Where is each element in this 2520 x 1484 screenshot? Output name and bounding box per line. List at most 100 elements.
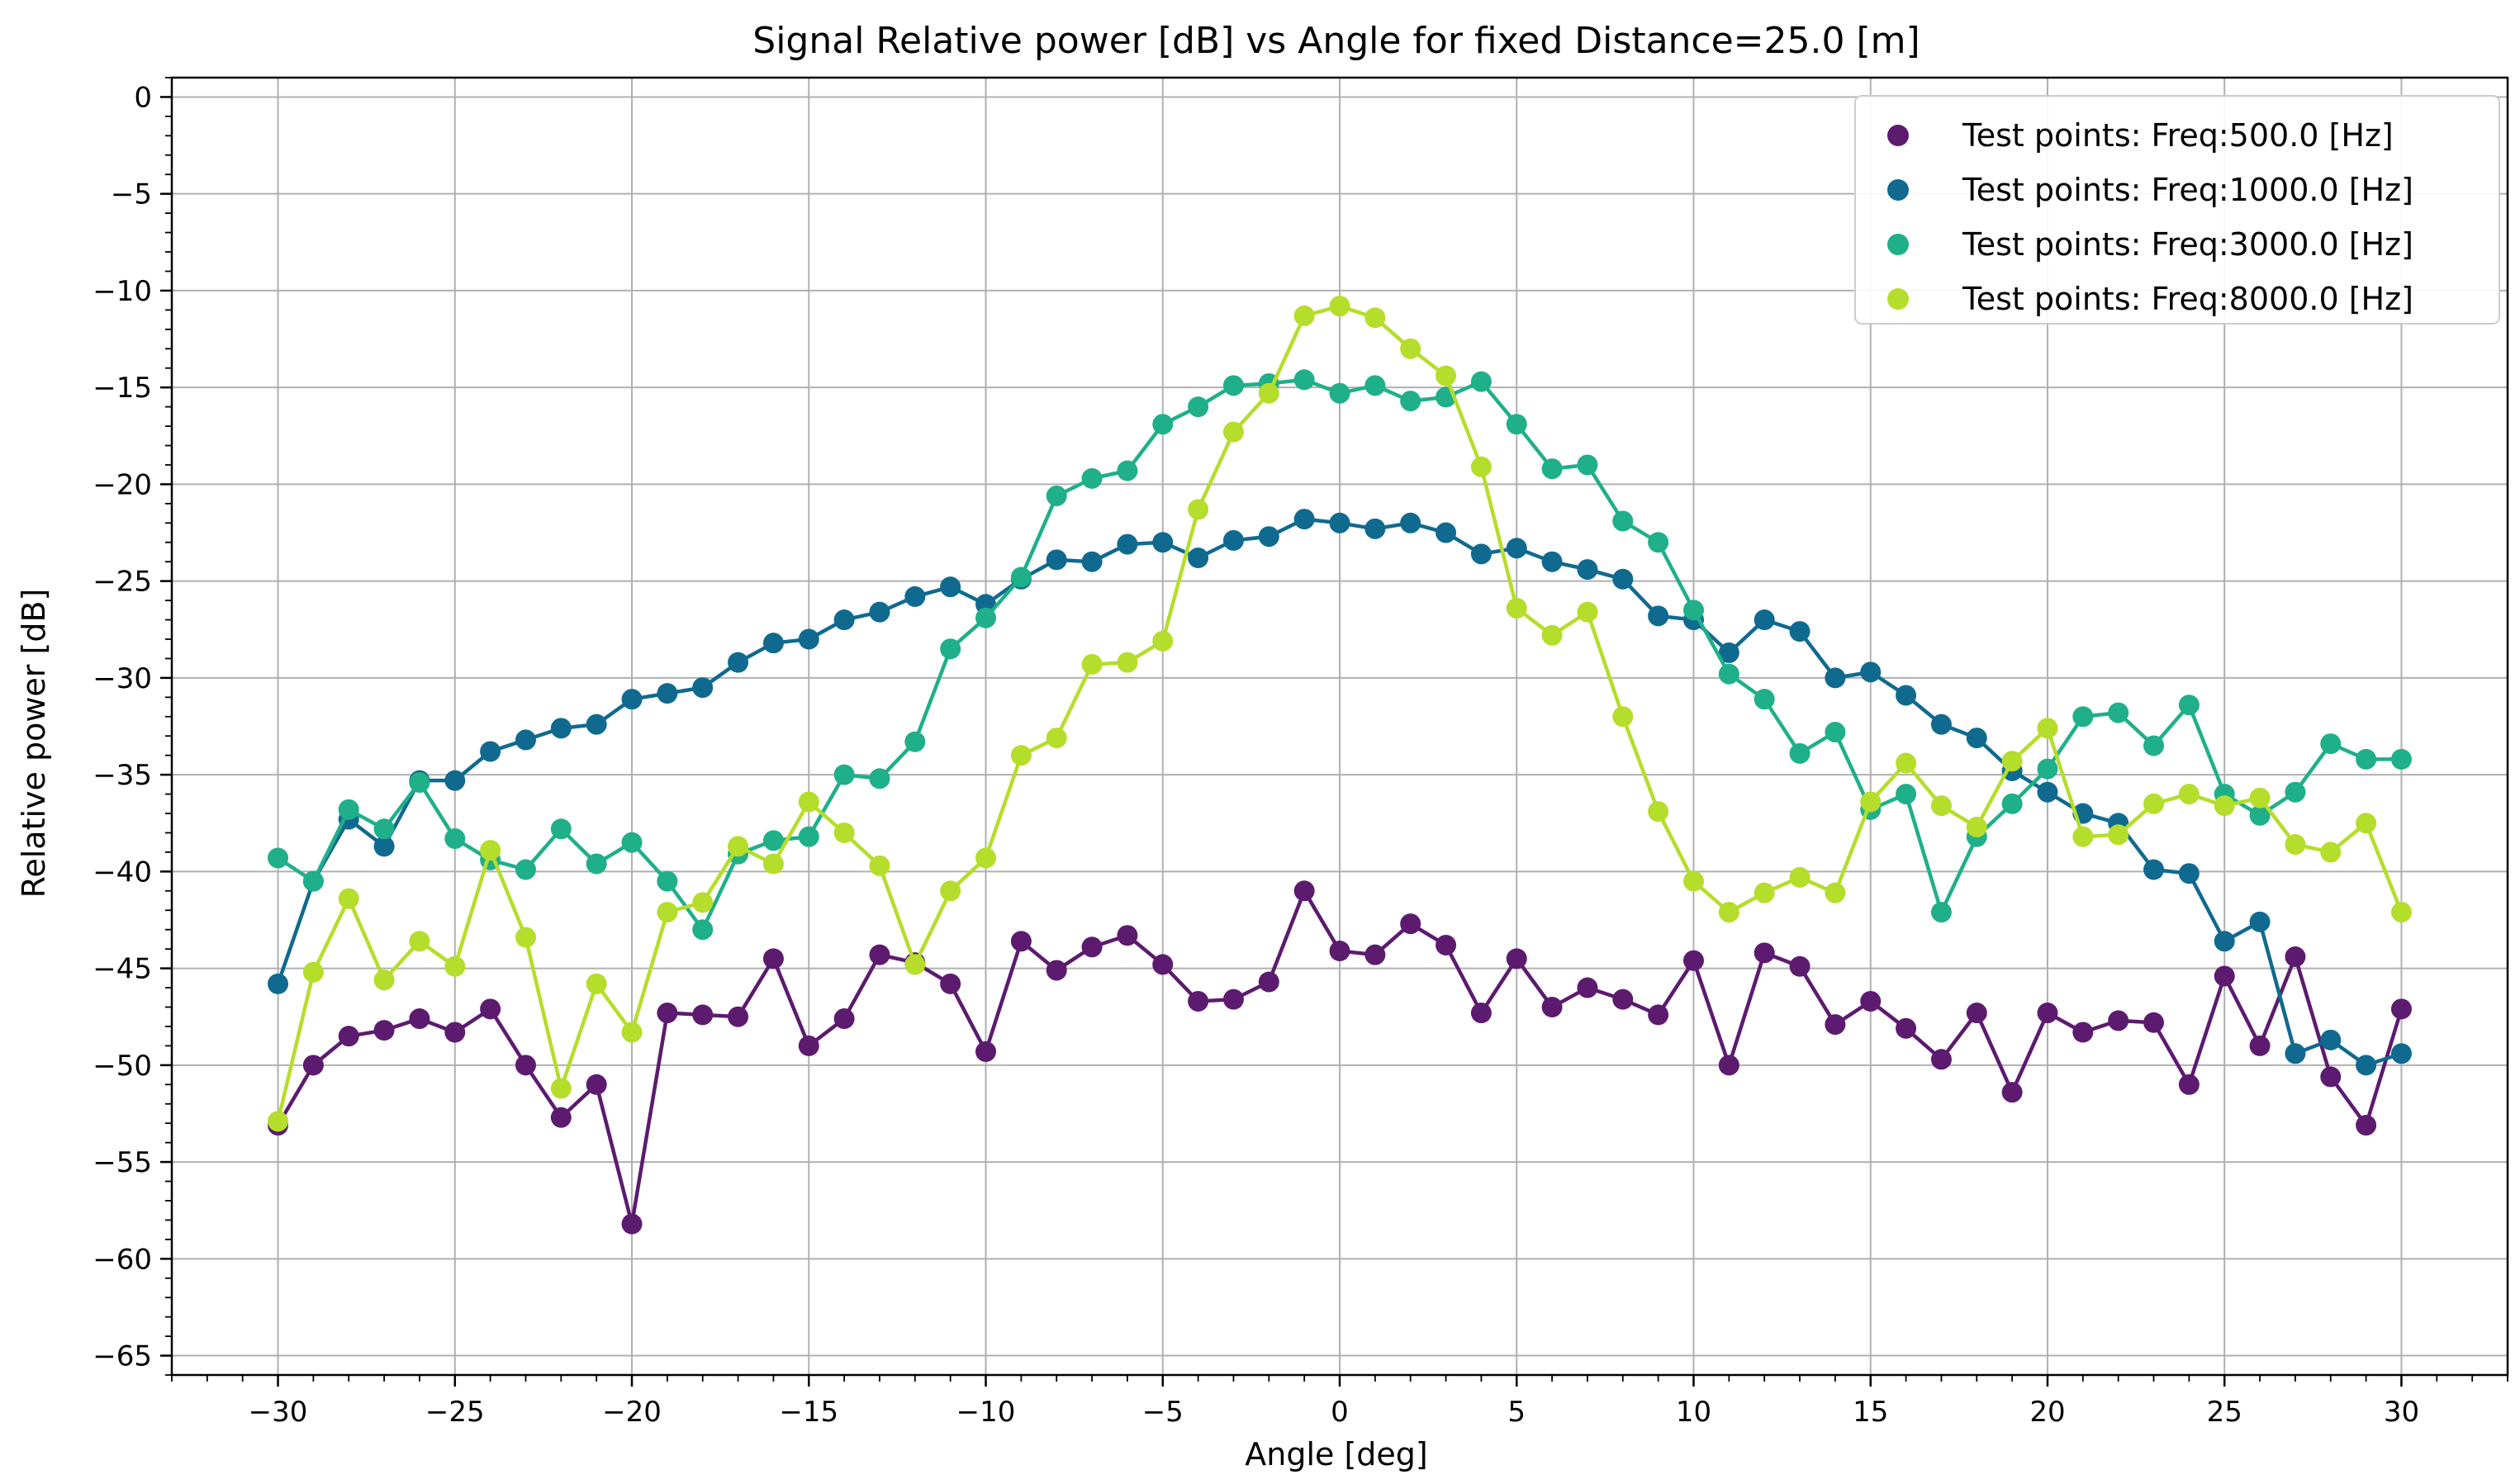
- data-point: [1400, 338, 1421, 359]
- data-point: [762, 830, 784, 851]
- data-point: [2072, 1022, 2094, 1043]
- series-4: [268, 296, 2412, 1132]
- data-point: [480, 840, 501, 861]
- data-point: [1718, 902, 1739, 923]
- data-point: [2108, 824, 2129, 846]
- data-point: [1789, 955, 1811, 977]
- data-point: [798, 791, 819, 813]
- y-tick-label: 0: [134, 81, 152, 114]
- legend-label: Test points: Freq:3000.0 [Hz]: [1962, 226, 2413, 263]
- legend-box: [1854, 95, 2500, 325]
- data-point: [869, 768, 890, 789]
- x-axis-label: Angle [deg]: [1245, 1436, 1428, 1472]
- data-point: [869, 944, 890, 965]
- x-tick-label: −10: [956, 1396, 1016, 1429]
- data-point: [762, 853, 784, 875]
- data-point: [515, 729, 536, 751]
- data-point: [2037, 718, 2058, 739]
- x-tick-label: 0: [1331, 1396, 1349, 1429]
- data-point: [2214, 965, 2235, 987]
- chart-title: Signal Relative power [dB] vs Angle for …: [752, 20, 1920, 62]
- data-point: [621, 689, 643, 710]
- data-point: [2001, 1082, 2023, 1103]
- y-tick-label: −55: [93, 1146, 152, 1179]
- data-point: [2390, 1043, 2412, 1064]
- data-point: [904, 731, 926, 752]
- data-point: [2285, 781, 2306, 803]
- data-point: [1222, 375, 1244, 396]
- data-point: [2320, 842, 2342, 863]
- y-tick-label: −45: [93, 953, 152, 986]
- data-point: [1117, 533, 1138, 555]
- data-point: [2356, 1055, 2377, 1076]
- data-point: [550, 818, 572, 840]
- data-point: [268, 1111, 289, 1132]
- minor-ticks: [165, 77, 2508, 1382]
- data-point: [1081, 467, 1103, 489]
- data-point: [1400, 391, 1421, 412]
- data-point: [2143, 1012, 2165, 1033]
- data-point: [2320, 1066, 2342, 1088]
- major-ticks: [160, 96, 2403, 1387]
- data-point: [1682, 870, 1704, 892]
- data-point: [975, 607, 997, 628]
- data-point: [550, 1107, 572, 1128]
- data-point: [1436, 365, 1457, 386]
- data-point: [1222, 529, 1244, 551]
- data-point: [338, 1026, 359, 1047]
- data-point: [338, 888, 359, 909]
- x-tick-label: 20: [2029, 1396, 2065, 1429]
- data-point: [1152, 954, 1174, 975]
- data-point: [2285, 946, 2306, 968]
- data-point: [444, 827, 466, 849]
- data-point: [550, 1078, 572, 1099]
- data-point: [586, 853, 607, 875]
- data-point: [1648, 605, 1669, 627]
- data-point: [2143, 793, 2165, 814]
- data-point: [1293, 369, 1315, 391]
- data-point: [975, 1041, 997, 1062]
- data-point: [1010, 567, 1032, 588]
- data-point: [1329, 296, 1350, 317]
- data-point: [2178, 695, 2200, 716]
- data-point: [2178, 784, 2200, 805]
- y-tick-label: −15: [93, 372, 152, 405]
- data-point: [2249, 911, 2271, 932]
- data-point: [1860, 661, 1882, 683]
- data-point: [268, 973, 289, 994]
- data-point: [480, 741, 501, 762]
- data-point: [2320, 1029, 2342, 1050]
- data-point: [586, 714, 607, 735]
- data-point: [1400, 512, 1421, 533]
- data-point: [444, 1022, 466, 1043]
- data-point: [940, 576, 961, 598]
- data-point: [515, 1055, 536, 1076]
- data-point: [657, 902, 678, 923]
- legend-marker: [1887, 288, 1909, 310]
- data-point: [1506, 538, 1527, 559]
- data-point: [1329, 512, 1350, 533]
- data-point: [1930, 1049, 1952, 1070]
- legend: Test points: Freq:500.0 [Hz] Test points:…: [1854, 95, 2500, 325]
- data-point: [1506, 414, 1527, 435]
- x-tick-label: −15: [779, 1396, 838, 1429]
- data-point: [1081, 551, 1103, 572]
- data-point: [1577, 601, 1598, 623]
- data-point: [798, 1035, 819, 1056]
- data-point: [975, 847, 997, 869]
- data-point: [1541, 624, 1563, 646]
- data-point: [1648, 801, 1669, 823]
- data-point: [2072, 706, 2094, 728]
- x-tick-label: −25: [425, 1396, 485, 1429]
- data-point: [1506, 948, 1527, 970]
- data-point: [2390, 748, 2412, 770]
- data-point: [621, 832, 643, 853]
- data-point: [1577, 977, 1598, 998]
- data-point: [1436, 522, 1457, 543]
- legend-marker: [1887, 234, 1909, 255]
- data-point: [1188, 548, 1209, 569]
- data-point: [657, 1003, 678, 1024]
- data-point: [1860, 791, 1882, 813]
- series-1: [268, 880, 2412, 1235]
- data-point: [798, 628, 819, 650]
